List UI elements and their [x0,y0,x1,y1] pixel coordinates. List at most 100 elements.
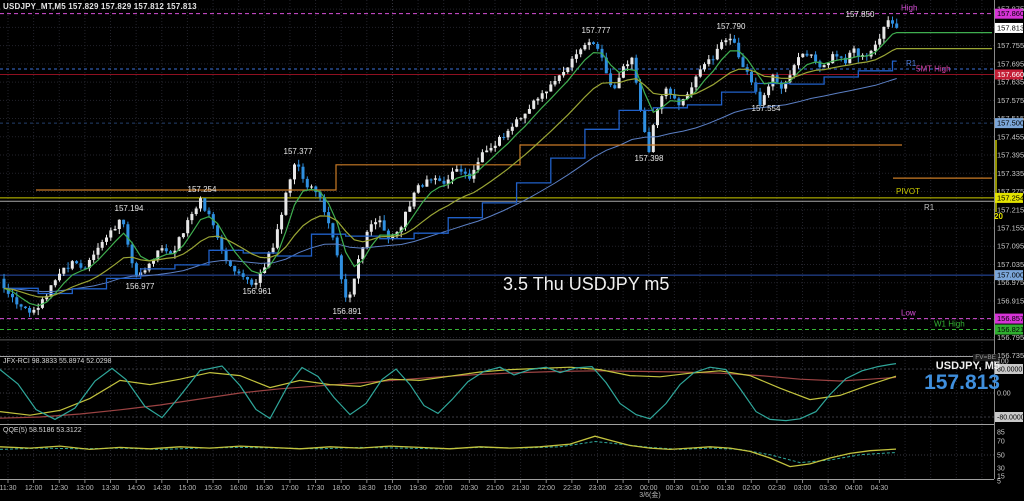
qqe-indicator-label: QQE(5) 58.5186 53.3122 [3,427,82,434]
current-price-display: 157.813 [924,371,1000,394]
low-line-label: Low [901,309,916,318]
price-annotation: 157.377 [284,147,313,156]
rci-axis-label: 100 [997,359,1009,366]
time-axis-label: 23:00 [589,485,607,492]
price-axis-box [995,192,1023,203]
time-axis-label: 17:30 [307,485,325,492]
price-axis-box [995,313,1023,324]
price-axis-label: 156.915 [997,296,1024,305]
time-axis-label: 19:30 [409,485,427,492]
price-axis-label: 157.095 [997,242,1024,251]
price-annotation: 157.790 [717,22,746,31]
time-axis-label: 20:00 [435,485,453,492]
time-axis-label: 03:00 [794,485,812,492]
r1-blue-line-label: R1 [906,59,917,68]
time-axis-label: 14:00 [127,485,145,492]
price-axis-box [995,69,1023,80]
price-annotation: 157.398 [635,154,664,163]
qqe-axis-label: 85 [997,430,1005,437]
time-axis-label: 18:00 [332,485,350,492]
mid-ma-line [3,48,992,298]
r1-gray-line-label: R1 [924,203,935,212]
slow-ma-line [3,78,897,293]
yellow-axis-marker-label: 20 [994,212,1003,221]
rci-axis-label: 80.0000 [997,367,1022,374]
price-axis-box [995,118,1023,129]
price-axis-label: 157.695 [997,59,1024,68]
time-axis-label: 16:00 [230,485,248,492]
price-axis-label: 157.755 [997,41,1024,50]
symbol-overlay: USDJPY, M5 [935,360,1000,372]
time-axis-label: 11:30 [0,485,17,492]
price-annotation: 157.850 [846,10,875,19]
price-axis-box-label: 157.660 [997,70,1024,79]
price-axis-box-label: 157.813 [997,23,1024,32]
time-axis-label: 18:30 [358,485,376,492]
rci-axis-label: -80.0000 [997,415,1024,422]
price-axis-label: 157.635 [997,78,1024,87]
time-axis-label: 00:00 [640,485,658,492]
time-axis-label: 04:00 [845,485,863,492]
rci-axis-box [995,364,1023,374]
time-axis-label: 16:30 [256,485,274,492]
time-axis-label: 14:30 [153,485,171,492]
time-axis-label: 13:00 [76,485,94,492]
rci-fast-line [0,363,897,422]
price-axis-box [995,324,1023,335]
time-axis-label: 04:30 [871,485,889,492]
orange-step-line [36,144,902,191]
chart-watermark: 3.5 Thu USDJPY m5 [503,274,670,294]
rci-slow-line [0,370,897,419]
qqe-axis-label: 30 [997,466,1005,473]
price-axis-box-label: 157.000 [997,271,1024,280]
price-annotation: 156.891 [333,307,362,316]
pivot-line-label: PIVOT [896,187,920,196]
qqe-axis-label: 50 [997,453,1005,460]
grid-layer [0,0,994,479]
price-axis-label: 157.575 [997,96,1024,105]
high-line-label: High [901,4,917,13]
date-axis-label: 3/6(金) [639,492,661,499]
time-axis-label: 17:00 [281,485,299,492]
qqe-panel[interactable] [0,435,994,468]
fast-ma-line [3,32,992,307]
price-annotation: 157.254 [188,185,217,194]
price-axis-label: 157.395 [997,151,1024,160]
rci-axis-label: 0.00 [997,391,1011,398]
rci-mid-line [0,366,897,416]
price-axis-label: 157.455 [997,132,1024,141]
price-axis-box [995,8,1023,19]
time-axis-label: 03:30 [819,485,837,492]
price-annotation: 157.194 [115,204,144,213]
price-axis-label: 156.975 [997,278,1024,287]
price-axis-box-label: 157.254 [997,193,1024,202]
time-axis-label: 15:30 [204,485,222,492]
price-axis-label: 156.735 [997,351,1024,360]
price-axis-box-label: 156.857 [997,314,1024,323]
price-annotation: 156.961 [243,287,272,296]
blue-step-line [4,60,897,295]
time-axis-label: 12:00 [25,485,43,492]
rci-panel[interactable] [0,363,994,422]
price-axis-box [995,22,1023,33]
qqe-axis-label: 5 [997,479,1001,486]
time-axis[interactable]: 11:30 12:00 12:30 13:00 13:30 14:00 14:30 15:00… [0,480,888,492]
price-axis-box-label: 156.821 [997,325,1024,334]
rci-axis-box [995,412,1023,422]
main-chart-plot[interactable] [0,13,994,341]
time-axis-label: 02:30 [768,485,786,492]
price-axis-label: 157.035 [997,260,1024,269]
time-axis-label: 22:00 [537,485,555,492]
time-axis-label: 13:30 [102,485,120,492]
symbol-ohlc-title: USDJPY_MT,M5 157.829 157.829 157.812 157… [3,2,197,11]
price-axis-label: 157.335 [997,169,1024,178]
qqe-main-line [0,435,897,468]
time-axis-label: 02:00 [743,485,761,492]
time-axis-label: 22:30 [563,485,581,492]
time-axis-label: 15:00 [179,485,197,492]
price-axis-label: 157.215 [997,205,1024,214]
time-axis-label: 00:30 [666,485,684,492]
price-annotation: 157.777 [582,26,611,35]
